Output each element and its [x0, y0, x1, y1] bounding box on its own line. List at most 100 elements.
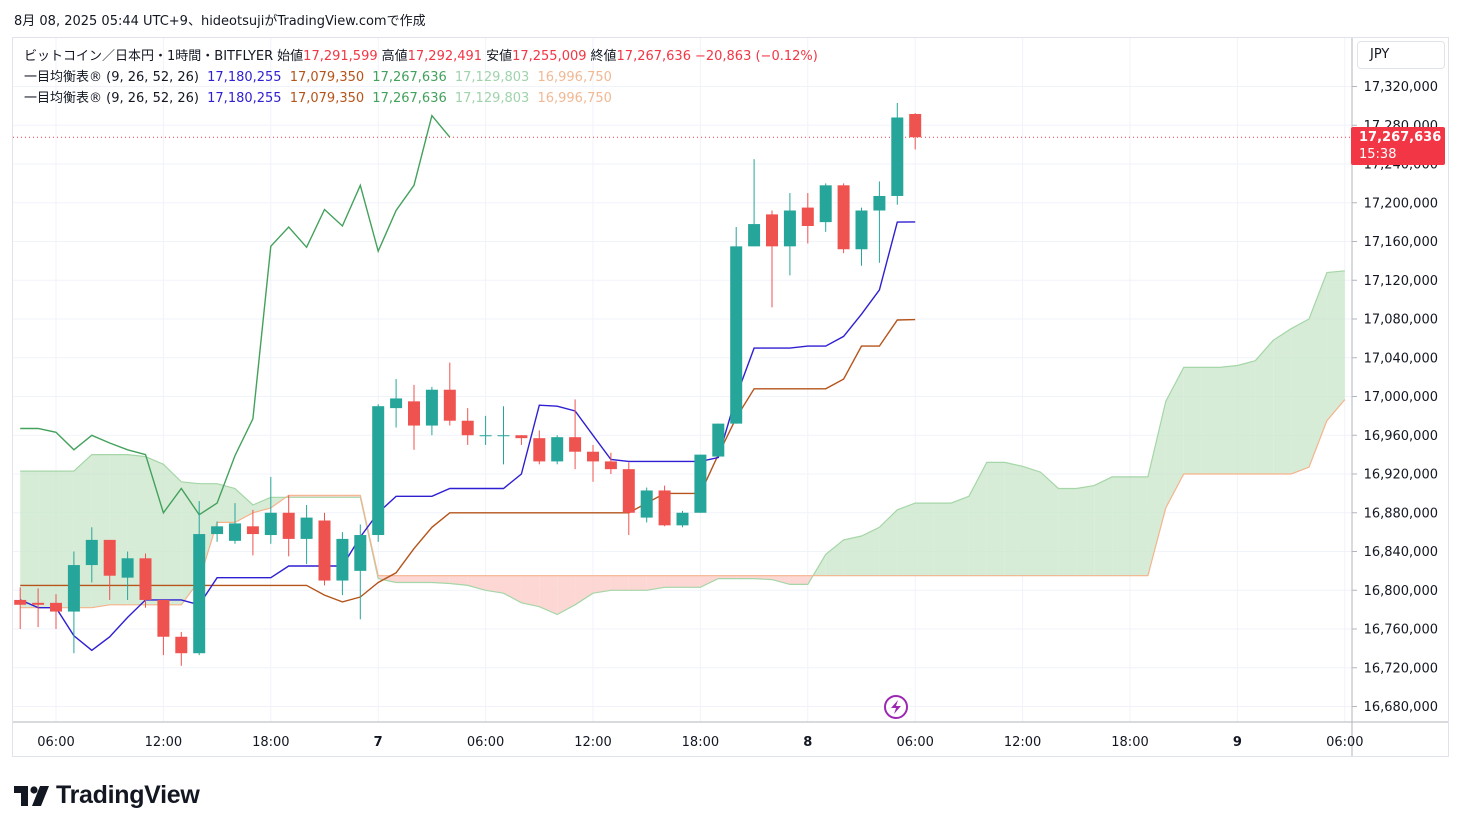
senkou-span-b-line [20, 399, 1346, 609]
candle-down [246, 509, 259, 556]
price-tick-label: 16,960,000 [1364, 429, 1438, 444]
cloud-bullish [217, 483, 235, 523]
cloud-bullish [951, 496, 969, 576]
candle-body [837, 185, 850, 250]
candle-up [855, 207, 868, 266]
time-tick-label: 06:00 [37, 735, 74, 750]
indicator-params: (9, 26, 52, 26) [106, 91, 199, 106]
cloud-bullish [235, 488, 253, 523]
chikou-value: 17,267,636 [372, 70, 447, 85]
currency-selector[interactable]: JPY [1357, 41, 1445, 69]
time-tick-label: 18:00 [252, 735, 289, 750]
time-tick-label: 12:00 [145, 735, 182, 750]
candle-up [640, 487, 653, 523]
candle-body [479, 435, 492, 437]
cloud-bullish [1165, 367, 1184, 508]
cloud-bullish [1076, 485, 1095, 576]
candle-up [891, 102, 904, 205]
cloud-bearish [718, 575, 737, 579]
cloud-bearish [485, 575, 504, 594]
kijun-sen-line [20, 318, 916, 603]
cloud-bullish [825, 539, 844, 576]
candle-down [139, 553, 152, 608]
cloud-bearish [646, 575, 665, 591]
current-price-value: 17,267,636 [1359, 130, 1442, 145]
candle-body [783, 210, 796, 247]
cloud-bullish [1326, 270, 1345, 421]
cloud-bearish [503, 575, 522, 603]
candle-up [712, 423, 725, 457]
cloud-bearish [378, 575, 397, 583]
candle-down [515, 435, 528, 445]
candle-body [264, 512, 277, 536]
candle-body [336, 538, 349, 581]
low-label: 安値 [486, 49, 513, 64]
candle-body [497, 435, 510, 437]
time-tick-label: 7 [374, 735, 383, 750]
cloud-bullish [1094, 476, 1113, 576]
candle-body [354, 535, 367, 571]
candle-up [479, 415, 492, 445]
candle-up [372, 404, 385, 542]
candle-up [211, 521, 224, 542]
candle-up [336, 532, 349, 596]
candle-body [32, 602, 45, 605]
candle-down [909, 113, 922, 150]
candle-body [640, 490, 653, 518]
candle-body [14, 599, 27, 605]
candle-down [282, 495, 295, 557]
candle-body [193, 534, 206, 654]
open-value: 17,291,599 [303, 49, 378, 64]
candle-up [300, 505, 313, 565]
candle-body [873, 195, 886, 211]
candle-body [50, 602, 62, 612]
time-tick-label: 06:00 [467, 735, 504, 750]
cloud-bullish [968, 462, 987, 576]
candle-up [85, 527, 98, 583]
cloud-bullish [1291, 319, 1309, 474]
candle-body [408, 401, 420, 426]
legend-ichimoku-2[interactable]: 一目均衡表® (9, 26, 52, 26) 17,180,255 17,079… [24, 87, 616, 106]
price-tick-label: 16,800,000 [1364, 584, 1438, 599]
cloud-bullish [1201, 367, 1220, 474]
cloud-bearish [700, 575, 719, 588]
candle-body [819, 185, 832, 223]
candle-down [32, 588, 45, 628]
time-tick-label: 12:00 [1004, 735, 1041, 750]
cloud-bullish [109, 454, 128, 605]
candle-body [694, 454, 707, 513]
tradingview-logo[interactable]: TradingView [14, 781, 200, 810]
legend-ohlc: ビットコイン／日本円・1時間・BITFLYER 始値17,291,599 高値17,… [24, 45, 822, 64]
candle-down [604, 452, 617, 474]
cloud-bearish [521, 575, 540, 607]
candle-down [461, 408, 474, 445]
cloud-bullish [163, 464, 182, 605]
cloud-bullish [843, 536, 862, 576]
candle-body [390, 398, 403, 409]
candle-down [103, 539, 116, 600]
chart-caption: 8月 08, 2025 05:44 UTC+9、hideotsujiがTradi… [14, 14, 426, 29]
cloud-bullish [1237, 360, 1256, 474]
chikou-value: 17,267,636 [372, 91, 447, 106]
time-tick-label: 18:00 [682, 735, 719, 750]
indicator-name: 一目均衡表® [24, 70, 103, 85]
kijun-value: 17,079,350 [289, 70, 365, 85]
cloud-bullish [986, 462, 1005, 576]
open-label: 始値 [277, 49, 304, 64]
candle-up [783, 193, 796, 276]
price-tick-label: 17,000,000 [1364, 390, 1438, 405]
price-tick-label: 17,120,000 [1364, 274, 1438, 289]
cloud-bullish [1255, 340, 1274, 474]
candle-body [766, 214, 778, 247]
candle-up [67, 551, 80, 654]
cloud-bullish [1130, 476, 1148, 576]
cloud-bullish [1147, 401, 1166, 576]
candle-body [67, 565, 80, 612]
candle-body [515, 435, 528, 439]
candle-body [676, 512, 689, 526]
legend-ichimoku-1[interactable]: 一目均衡表® (9, 26, 52, 26) 17,180,255 17,079… [24, 66, 616, 85]
candle-down [50, 594, 62, 629]
candle-body [533, 438, 546, 462]
price-tick-label: 16,840,000 [1364, 545, 1438, 560]
